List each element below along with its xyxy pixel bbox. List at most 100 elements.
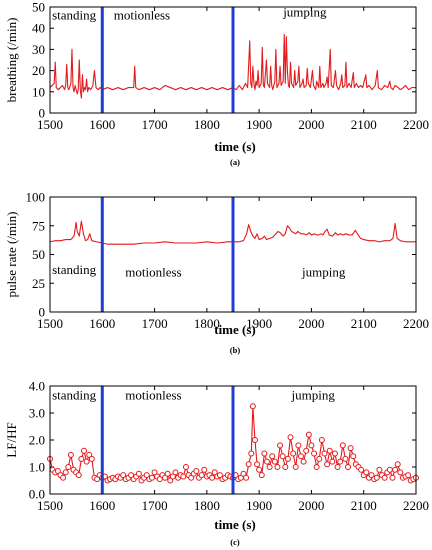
data-point-marker (405, 472, 412, 479)
data-point-marker (326, 447, 333, 454)
data-point-marker (300, 458, 307, 465)
data-point-marker (279, 453, 286, 460)
data-point-marker (258, 472, 265, 479)
data-point-marker (358, 466, 365, 473)
data-point-marker (368, 472, 375, 479)
data-point-marker (245, 461, 252, 468)
y-tick-label: 100 (26, 190, 46, 205)
data-point-marker (313, 464, 320, 470)
data-point-marker (188, 474, 195, 481)
x-tick-label: 1900 (246, 316, 272, 331)
data-point-marker (254, 461, 261, 468)
x-axis-label: time (s) (214, 139, 256, 154)
chart-panel-2: 1500 1600 1700 1800 1900 2000 2100 2200 0 25 50 75 1… (4, 190, 429, 356)
data-point-marker (311, 450, 318, 457)
data-point-marker (83, 458, 90, 465)
phase-label: standing (52, 262, 97, 277)
y-tick-label: 25 (32, 276, 45, 291)
data-point-marker (316, 455, 323, 462)
x-tick-label: 2200 (403, 117, 429, 132)
x-tick-label: 1900 (246, 498, 272, 513)
data-point-marker (62, 469, 69, 476)
data-point-marker (180, 473, 187, 480)
data-point-marker (80, 447, 87, 454)
data-point-marker (397, 469, 404, 476)
data-point-marker (94, 476, 101, 483)
y-tick-label: 10 (32, 84, 45, 99)
phase-label: standing (52, 8, 97, 23)
x-tick-label: 1600 (89, 498, 115, 513)
data-point-marker (295, 442, 302, 449)
plot-frame (49, 385, 417, 495)
data-point-marker (303, 447, 310, 454)
phase-label: jumping (301, 264, 346, 279)
phase-label: motionless (125, 388, 181, 403)
x-tick-label: 1600 (89, 117, 115, 132)
data-point-marker (274, 464, 281, 470)
y-axis-label: pulse rate (/min) (4, 212, 19, 298)
y-tick-label: 0.0 (29, 487, 45, 502)
data-point-marker (261, 450, 268, 457)
data-point-marker (373, 474, 380, 481)
data-point-marker (266, 464, 273, 470)
data-point-marker (277, 442, 284, 449)
x-tick-label: 2000 (298, 117, 324, 132)
data-point-marker (376, 466, 383, 473)
x-tick-label: 1900 (246, 117, 272, 132)
data-point-marker (148, 474, 155, 481)
data-point-marker (394, 461, 401, 468)
x-tick-label: 2100 (351, 498, 377, 513)
x-tick-label: 2100 (351, 316, 377, 331)
y-tick-label: 0 (39, 305, 46, 320)
data-point-marker (86, 451, 93, 458)
data-point-marker (392, 466, 399, 473)
data-point-marker (321, 450, 328, 457)
x-axis-label: time (s) (214, 322, 256, 337)
data-point-marker (216, 472, 223, 479)
data-point-marker (342, 455, 349, 462)
y-tick-label: 4.0 (29, 379, 45, 394)
y-axis-label: LF/HF (4, 422, 19, 457)
data-series-line (49, 34, 416, 99)
data-point-marker (88, 455, 95, 462)
y-tick-label: 3.0 (29, 406, 45, 421)
data-point-marker (256, 466, 263, 473)
data-point-marker (329, 458, 336, 465)
data-point-marker (164, 470, 171, 477)
data-point-marker (318, 437, 325, 443)
y-tick-label: 30 (32, 42, 45, 57)
data-point-marker (162, 474, 169, 481)
data-series-line (49, 220, 416, 245)
x-tick-label: 1500 (37, 316, 63, 331)
phase-label: motionless (114, 8, 170, 23)
data-point-marker (331, 450, 338, 457)
data-point-marker (308, 442, 315, 449)
y-tick-label: 2.0 (29, 433, 45, 448)
data-point-marker (78, 455, 85, 462)
data-point-marker (347, 445, 354, 452)
data-point-marker (65, 464, 72, 470)
data-point-marker (54, 468, 61, 475)
y-axis-label: breathing (/min) (4, 18, 19, 103)
data-point-marker (172, 469, 179, 476)
data-point-marker (201, 466, 208, 473)
data-point-marker (297, 453, 304, 460)
data-point-marker (151, 469, 158, 476)
data-point-marker (67, 451, 74, 458)
panel-caption: (b) (230, 345, 241, 355)
data-point-marker (287, 434, 294, 441)
x-tick-label: 1700 (142, 117, 168, 132)
chart-panel-1: 1500 1600 1700 1800 1900 2000 2100 2200 0 10 20 30 4… (4, 0, 429, 167)
plot-frame (49, 196, 417, 313)
y-tick-label: 20 (32, 63, 45, 78)
y-tick-label: 1.0 (29, 460, 45, 475)
data-point-marker (282, 464, 289, 470)
x-tick-label: 1800 (194, 117, 220, 132)
x-tick-label: 2000 (298, 316, 324, 331)
data-point-marker (350, 453, 357, 460)
data-point-marker (339, 442, 346, 449)
data-point-marker (143, 472, 150, 479)
y-tick-label: 50 (32, 247, 45, 262)
data-point-marker (249, 403, 256, 410)
